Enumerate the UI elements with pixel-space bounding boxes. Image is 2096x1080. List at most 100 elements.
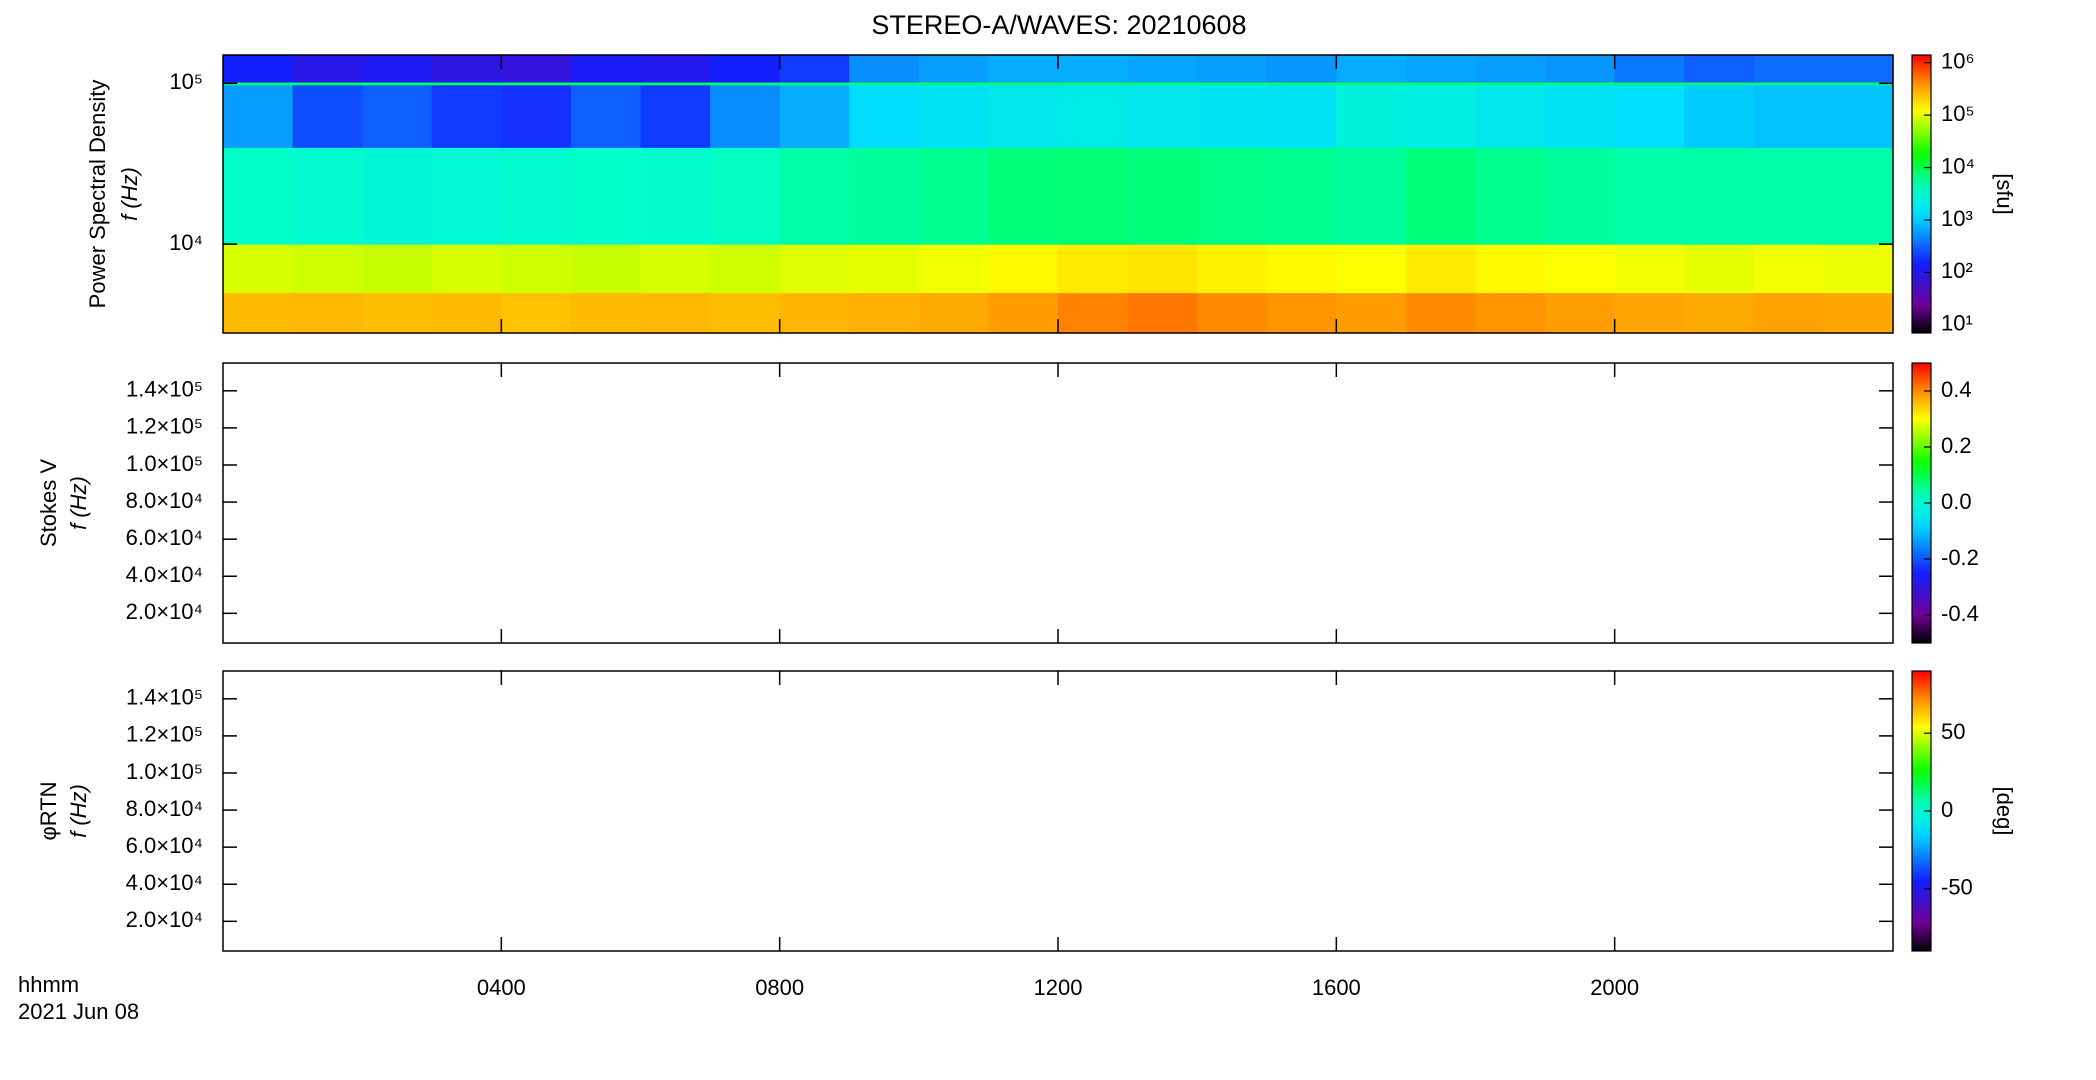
heatmap-cell (1475, 147, 1546, 245)
heatmap-cell (710, 244, 781, 294)
y-axis-title: f (Hz) (117, 167, 142, 221)
heatmap-cell (1405, 55, 1477, 83)
heatmap-cell (1336, 244, 1407, 294)
heatmap-cell (1266, 147, 1337, 245)
colorbar-tick-label: 10³ (1941, 206, 1973, 231)
heatmap-cell (1405, 84, 1477, 148)
heatmap-cell (1266, 292, 1337, 334)
heatmap-cell (918, 147, 990, 245)
colorbar-tick-label: 0.2 (1941, 433, 1972, 458)
heatmap-cell (849, 244, 920, 294)
chart-title: STEREO-A/WAVES: 20210608 (871, 10, 1246, 40)
heatmap-cell (1545, 292, 1616, 334)
heatmap-cell (1545, 244, 1616, 294)
heatmap-cell (710, 81, 781, 86)
heatmap-cell (1475, 292, 1546, 334)
colorbar-label: [sfu] (1992, 173, 2017, 215)
y-axis-title: Stokes V (36, 459, 61, 547)
heatmap-cell (1127, 244, 1198, 294)
colorbar-tick-label: 0.4 (1941, 377, 1972, 402)
heatmap-cell (1197, 292, 1268, 334)
heatmap-cell (1753, 147, 1825, 245)
heatmap-cell (1684, 292, 1755, 334)
colorbar-tick-label: -0.2 (1941, 545, 1979, 570)
heatmap-cell (223, 147, 294, 245)
y-axis-title: f (Hz) (66, 476, 91, 530)
heatmap-cell (988, 147, 1059, 245)
heatmap-cell (1336, 147, 1407, 245)
colorbar-tick-label: 10² (1941, 258, 1973, 283)
heatmap-cell (1405, 81, 1477, 86)
heatmap-cell (362, 81, 433, 86)
heatmap-cell (1823, 292, 1894, 334)
plot-frame (222, 362, 1894, 644)
heatmap-cell (501, 292, 572, 334)
heatmap-cell (1475, 55, 1546, 83)
heatmap-cell (1753, 55, 1825, 83)
heatmap-cell (1058, 244, 1129, 294)
heatmap-cell (779, 292, 850, 334)
y-tick-label: 4.0×10⁴ (126, 562, 203, 587)
heatmap-cell (362, 244, 433, 294)
colorbar-tick-label: 10¹ (1941, 311, 1973, 336)
colorbar (1911, 54, 1932, 334)
heatmap-cell (640, 244, 711, 294)
heatmap-cell (431, 55, 502, 83)
heatmap-cell (1684, 55, 1755, 83)
heatmap-cell (1475, 84, 1546, 148)
heatmap-cell (1058, 147, 1129, 245)
colorbar-label: [deg] (1992, 787, 2017, 836)
heatmap-cell (988, 81, 1059, 86)
heatmap-cell (1266, 81, 1337, 86)
heatmap-cell (1197, 84, 1268, 148)
heatmap-cell (710, 55, 781, 83)
heatmap-cell (1127, 292, 1198, 334)
heatmap-cell (849, 84, 920, 148)
heatmap-cell (292, 244, 363, 294)
heatmap-cell (1823, 84, 1894, 148)
heatmap-cell (570, 147, 642, 245)
heatmap-cell (1336, 292, 1407, 334)
heatmap-cell (1127, 81, 1198, 86)
colorbar-tick-label: -0.4 (1941, 601, 1979, 626)
heatmap-cell (223, 55, 294, 83)
heatmap-cell (1197, 81, 1268, 86)
heatmap-cell (779, 147, 850, 245)
heatmap-cell (779, 55, 850, 83)
heatmap-cell (1614, 81, 1685, 86)
heatmap-cell (431, 292, 502, 334)
heatmap-cell (1614, 147, 1685, 245)
heatmap-cell (501, 84, 572, 148)
heatmap-cell (918, 84, 990, 148)
y-tick-label: 1.2×10⁵ (126, 722, 203, 747)
x-tick-label: 0400 (477, 975, 526, 1000)
y-tick-label: 1.0×10⁵ (126, 451, 203, 476)
x-tick-label: 2000 (1590, 975, 1639, 1000)
heatmap-cell (640, 84, 711, 148)
heatmap-cell (918, 55, 990, 83)
colorbar-tick-label: 10⁴ (1941, 153, 1975, 178)
heatmap-cell (223, 84, 294, 148)
heatmap-cell (1405, 244, 1477, 294)
heatmap-cell (570, 81, 642, 86)
plot-frame (222, 670, 1894, 952)
heatmap-cell (1058, 84, 1129, 148)
heatmap-cell (918, 244, 990, 294)
y-tick-label: 2.0×10⁴ (126, 907, 203, 932)
heatmap-cell (988, 55, 1059, 83)
heatmap-cell (362, 84, 433, 148)
heatmap-cell (640, 55, 711, 83)
y-tick-label: 6.0×10⁴ (126, 525, 203, 550)
x-axis-date: 2021 Jun 08 (18, 999, 139, 1024)
y-axis-title: Power Spectral Density (85, 80, 110, 309)
colorbar-tick-label: -50 (1941, 875, 1973, 900)
heatmap-cell (570, 84, 642, 148)
heatmap-cell (1684, 81, 1755, 86)
heatmap-cell (1127, 84, 1198, 148)
heatmap-cell (292, 81, 363, 86)
colorbar-tick-label: 50 (1941, 719, 1965, 744)
heatmap-cell (1197, 244, 1268, 294)
heatmap-cell (1614, 55, 1685, 83)
